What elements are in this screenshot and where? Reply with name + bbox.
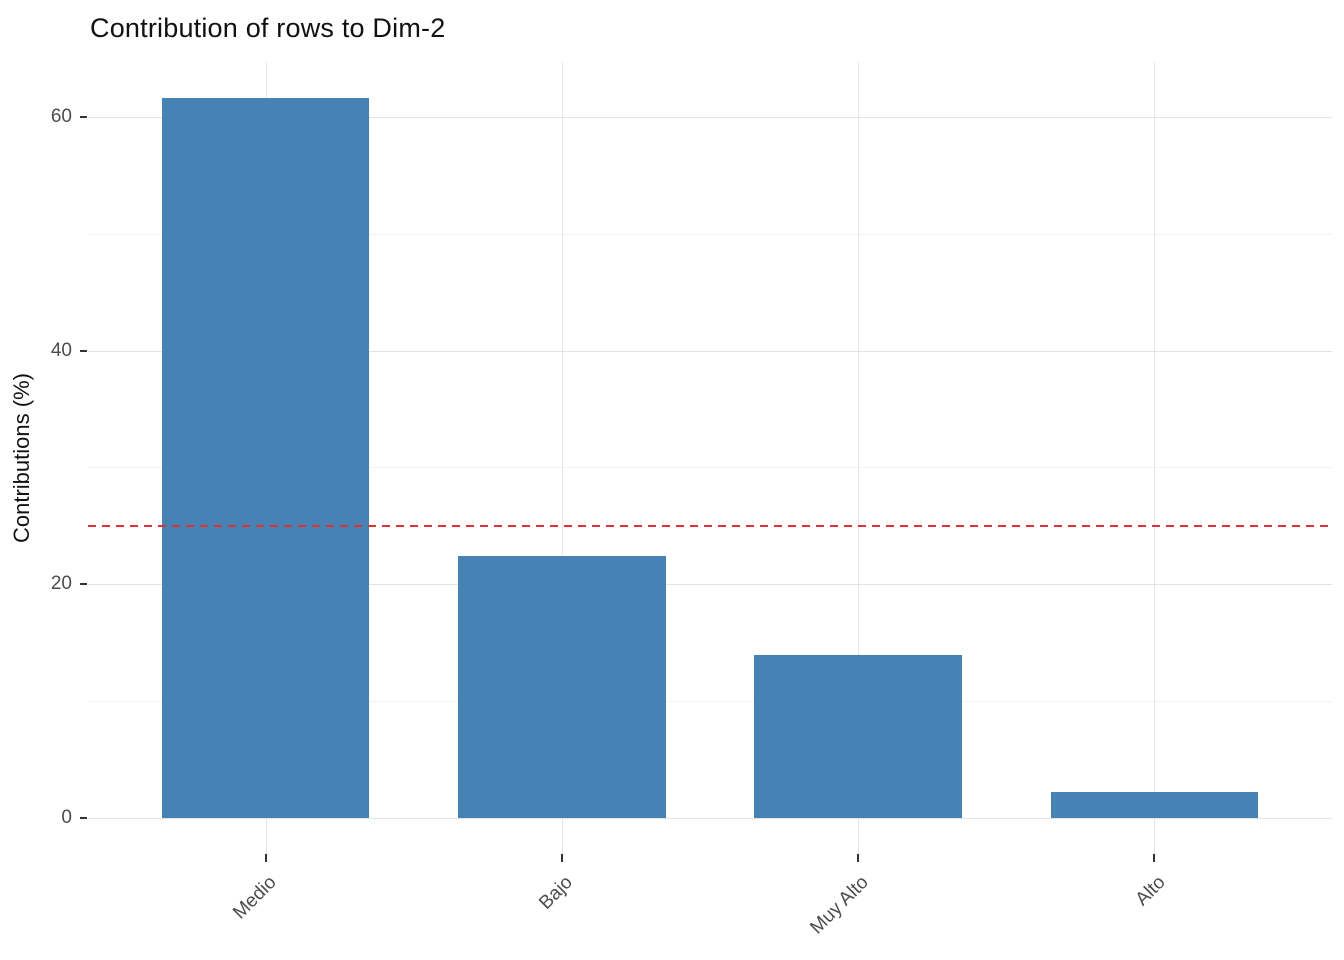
y-tick-label: 40 — [50, 339, 72, 361]
y-gridline — [88, 584, 1332, 586]
x-tick-mark — [857, 854, 860, 862]
x-tick-label-muy-alto: Muy Alto — [806, 872, 873, 939]
y-tick-mark — [80, 349, 87, 352]
x-tick-mark — [560, 854, 563, 862]
reference-line — [88, 524, 1332, 527]
y-tick-label: 60 — [50, 105, 72, 127]
x-axis: Medio Bajo Muy Alto Alto — [88, 854, 1332, 960]
y-gridline — [88, 350, 1332, 352]
y-gridline-minor — [88, 467, 1332, 469]
y-tick-mark — [80, 115, 87, 118]
plot-panel — [88, 62, 1332, 854]
x-tick-label-bajo: Bajo — [535, 872, 577, 914]
chart-title: Contribution of rows to Dim-2 — [90, 13, 446, 43]
x-gridline — [561, 62, 563, 854]
x-tick-mark — [1153, 854, 1156, 862]
y-tick-label: 0 — [61, 806, 72, 828]
bar-alto — [1050, 792, 1258, 818]
bar-medio — [162, 98, 370, 818]
x-tick-mark — [264, 854, 267, 862]
bar-bajo — [458, 556, 666, 818]
bar-muy-alto — [754, 655, 962, 818]
y-gridline-minor — [88, 233, 1332, 235]
x-gridline — [1154, 62, 1156, 854]
y-axis: 0 20 40 60 — [0, 62, 88, 854]
y-gridline — [88, 817, 1332, 819]
y-tick-label: 20 — [50, 573, 72, 595]
y-tick-mark — [80, 583, 87, 586]
x-gridline — [858, 62, 860, 854]
y-gridline-minor — [88, 700, 1332, 702]
y-gridline — [88, 116, 1332, 118]
y-tick-mark — [80, 816, 87, 819]
x-tick-label-alto: Alto — [1131, 872, 1170, 911]
x-tick-label-medio: Medio — [229, 872, 281, 924]
